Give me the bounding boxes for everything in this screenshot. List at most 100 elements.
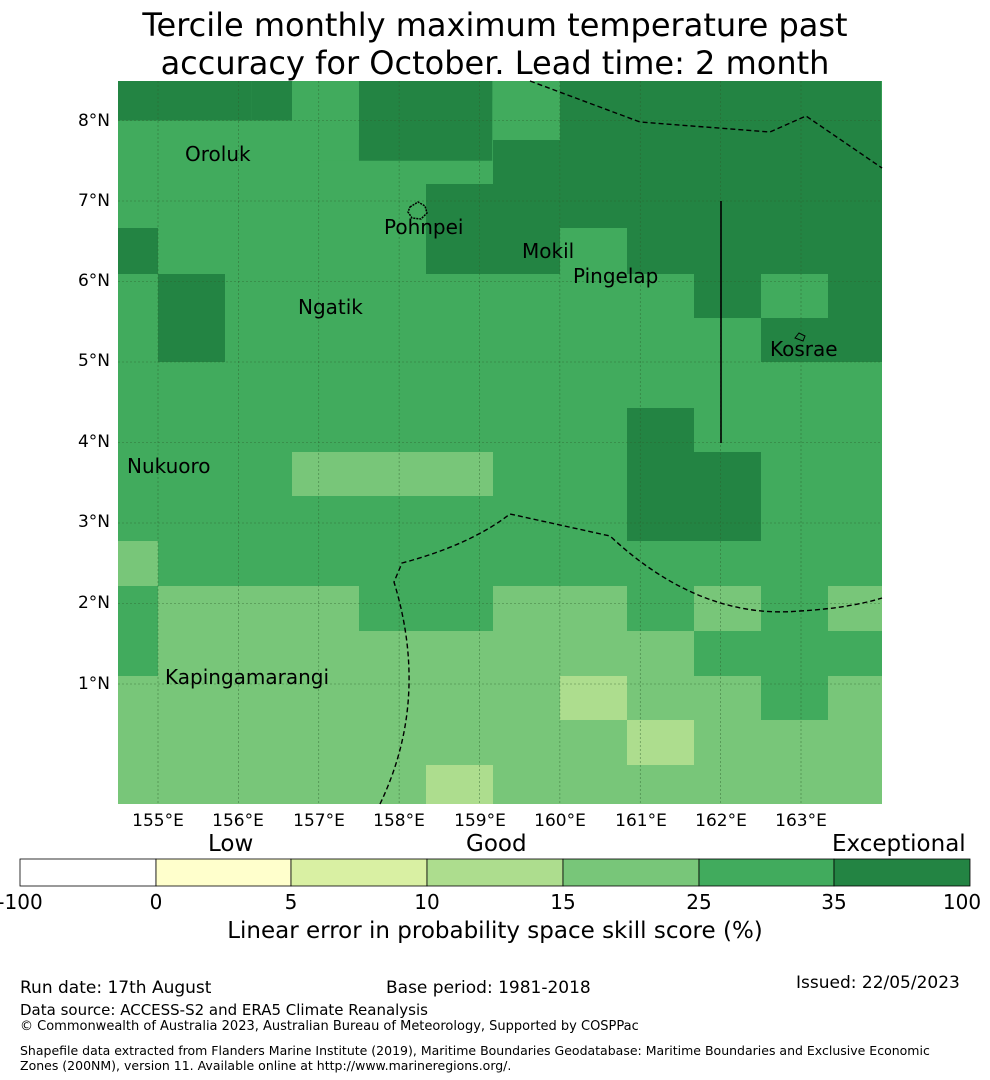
skill-cell — [560, 720, 627, 804]
colorbar-tick-25: 25 — [686, 890, 712, 914]
graticule — [118, 81, 882, 804]
colorbar-segment — [19, 858, 157, 887]
skill-cell — [292, 452, 493, 496]
skill-cell — [761, 318, 882, 362]
skill-cell — [426, 765, 493, 804]
place-label-pohnpei: Pohnpei — [384, 215, 464, 239]
place-labels: Oroluk Pohnpei Mokil Pingelap Ngatik Kos… — [127, 142, 838, 689]
eez-boundary-south — [379, 513, 883, 805]
skill-cell — [118, 81, 252, 121]
place-label-kapingamarangi: Kapingamarangi — [165, 665, 329, 689]
skill-cell — [118, 631, 158, 676]
longitude-labels: 155°E 156°E 157°E 158°E 159°E 160°E 161°… — [132, 811, 827, 830]
island-outlines — [407, 201, 806, 342]
skill-cell — [358, 81, 493, 161]
skill-cell — [694, 586, 761, 631]
skill-map: Oroluk Pohnpei Mokil Pingelap Ngatik Kos… — [78, 80, 883, 830]
colorbar-tick-minus-100: -100 — [0, 890, 43, 914]
skill-cell — [627, 765, 694, 804]
lon-label-156e: 156°E — [212, 811, 264, 830]
skill-cell — [359, 765, 426, 804]
skill-cell — [158, 586, 359, 631]
skill-cell — [426, 184, 560, 274]
skill-cell — [627, 586, 694, 631]
skill-cell — [359, 631, 627, 676]
skill-cell — [118, 676, 158, 804]
skill-cell — [493, 140, 560, 184]
skill-cell — [627, 228, 882, 274]
skill-cell — [627, 676, 761, 720]
place-label-ngatik: Ngatik — [298, 295, 363, 319]
skill-cell — [292, 81, 359, 140]
skill-cell — [694, 631, 882, 676]
skill-cell — [627, 720, 694, 765]
run-date: Run date: 17th August — [20, 978, 212, 998]
colorbar-tick-35: 35 — [821, 890, 847, 914]
place-label-pingelap: Pingelap — [573, 264, 658, 288]
legend-category-exceptional: Exceptional — [832, 831, 966, 857]
colorbar-label: Linear error in probability space skill … — [227, 918, 763, 944]
place-label-nukuoro: Nukuoro — [127, 454, 211, 478]
skill-cell — [627, 408, 694, 541]
skill-cell — [828, 676, 882, 720]
skill-cell — [694, 452, 761, 541]
skill-cell — [560, 676, 627, 720]
colorbar-tick-5: 5 — [284, 890, 298, 914]
skill-cell — [118, 228, 158, 274]
skill-cell — [761, 676, 828, 720]
pohnpei-island-outline — [407, 201, 428, 220]
place-label-oroluk: Oroluk — [185, 142, 251, 166]
lon-label-161e: 161°E — [615, 811, 667, 830]
colorbar-tick-100: 100 — [942, 890, 982, 914]
colorbar-segment — [426, 858, 564, 887]
skill-cell — [359, 586, 493, 631]
lat-label-1n: 1°N — [78, 674, 110, 694]
skill-cell — [627, 631, 694, 676]
colorbar-tick-10: 10 — [414, 890, 440, 914]
colorbar-tick-15: 15 — [550, 890, 576, 914]
skill-cell — [359, 676, 560, 765]
skill-cell — [493, 765, 560, 804]
colorbar-segment — [290, 858, 428, 887]
lon-label-155e: 155°E — [132, 811, 184, 830]
map-title-line-2: accuracy for October. Lead time: 2 month — [160, 44, 830, 82]
lat-label-2n: 2°N — [78, 593, 110, 613]
legend-category-good: Good — [466, 831, 527, 857]
lon-label-157e: 157°E — [293, 811, 345, 830]
colorbar-segment — [155, 858, 292, 887]
skill-cell — [828, 586, 882, 631]
skill-cell — [118, 541, 158, 586]
legend-category-low: Low — [208, 831, 254, 857]
issued-date: Issued: 22/05/2023 — [796, 973, 960, 993]
lon-label-162e: 162°E — [695, 811, 747, 830]
map-title-line-1: Tercile monthly maximum temperature past — [142, 6, 848, 44]
lat-label-5n: 5°N — [78, 351, 110, 371]
colorbar-segment — [562, 858, 700, 887]
colorbar — [19, 858, 971, 887]
skill-cell — [828, 274, 882, 318]
lat-label-4n: 4°N — [78, 432, 110, 452]
lat-label-7n: 7°N — [78, 191, 110, 211]
copyright: © Commonwealth of Australia 2023, Austra… — [20, 1019, 639, 1034]
skill-cell — [694, 274, 761, 318]
skill-cell — [493, 586, 627, 631]
colorbar-tick-0: 0 — [149, 890, 163, 914]
kosrae-island-outline — [794, 332, 806, 342]
maritime-boundaries — [379, 80, 883, 805]
latitude-labels: 8°N 7°N 6°N 5°N 4°N 3°N 2°N 1°N — [78, 111, 110, 694]
lon-label-160e: 160°E — [534, 811, 586, 830]
colorbar-segment — [698, 858, 835, 887]
data-source: Data source: ACCESS-S2 and ERA5 Climate … — [20, 1001, 428, 1019]
skill-cell — [158, 631, 359, 804]
skill-cell — [694, 720, 882, 804]
colorbar-segment — [833, 858, 971, 887]
lon-label-163e: 163°E — [775, 811, 827, 830]
skill-cell — [493, 81, 560, 140]
skill-cell — [158, 274, 225, 362]
lat-label-6n: 6°N — [78, 271, 110, 291]
lon-label-159e: 159°E — [454, 811, 506, 830]
place-label-kosrae: Kosrae — [770, 337, 838, 361]
shapefile-credit: Shapefile data extracted from Flanders M… — [20, 1043, 930, 1073]
lat-label-8n: 8°N — [78, 111, 110, 131]
lon-label-158e: 158°E — [373, 811, 425, 830]
